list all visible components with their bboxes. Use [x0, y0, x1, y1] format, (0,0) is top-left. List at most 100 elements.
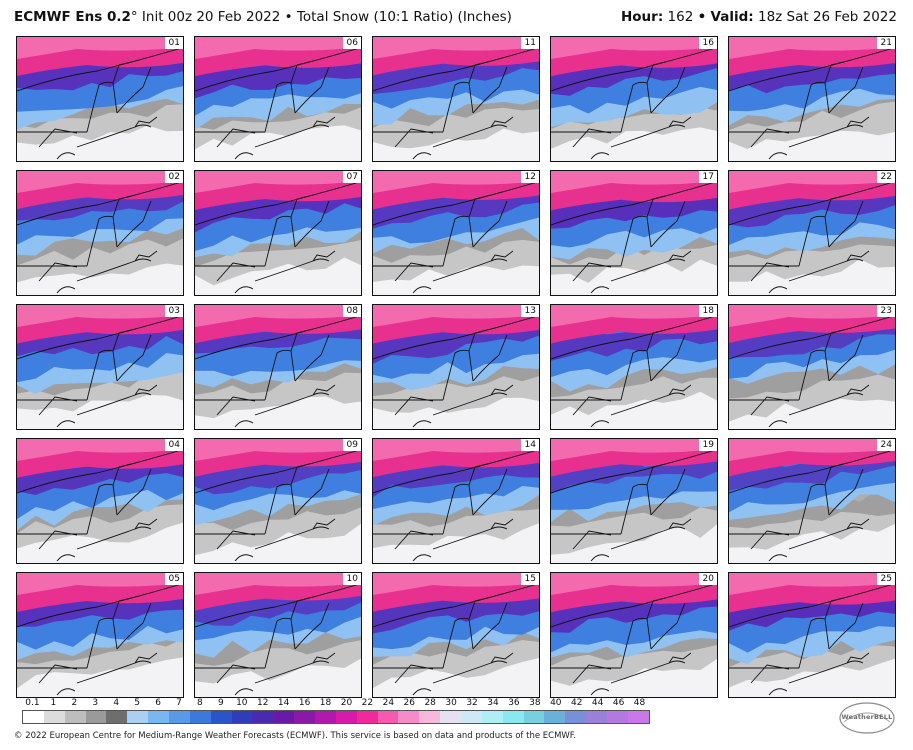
- snowfall-map: [195, 439, 361, 563]
- member-number: 23: [876, 305, 895, 317]
- member-number: 18: [698, 305, 717, 317]
- colorbar-swatch: [189, 711, 211, 723]
- legend-tick: 10: [236, 698, 248, 708]
- colorbar-swatch: [377, 711, 399, 723]
- logo-mark-icon: [839, 702, 895, 734]
- snowfall-colorbar: [22, 710, 650, 724]
- snowfall-map: [195, 171, 361, 295]
- legend-tick: 5: [134, 698, 140, 708]
- ensemble-member-panel: 12: [372, 170, 540, 296]
- ensemble-member-panel: 06: [194, 36, 362, 162]
- ensemble-member-panel: 15: [372, 572, 540, 698]
- colorbar-swatch: [169, 711, 190, 723]
- member-number: 14: [520, 439, 539, 451]
- legend-tick: 9: [217, 698, 224, 708]
- colorbar-swatch: [23, 711, 44, 723]
- colorbar-swatch: [419, 711, 441, 723]
- legend-tick: 40: [550, 698, 562, 708]
- colorbar-swatch: [294, 711, 316, 723]
- snowfall-map: [17, 573, 183, 697]
- legend-tick: 3: [92, 698, 99, 708]
- legend-tick: 6: [155, 698, 161, 708]
- ensemble-member-grid: 01 06 11 16 21 02 07 12 17 22 03 08 13 18 23 04 09 14 19 24…: [16, 36, 896, 698]
- member-number: 12: [520, 171, 539, 183]
- snowfall-map: [373, 439, 539, 563]
- snowfall-map: [551, 439, 717, 563]
- member-number: 06: [342, 37, 361, 49]
- member-number: 13: [520, 305, 539, 317]
- legend-tick: 2: [71, 698, 78, 708]
- legend-tick: 30: [445, 698, 457, 708]
- init-time: Init 00z 20 Feb 2022: [141, 9, 281, 25]
- legend-tick: 36: [508, 698, 520, 708]
- legend-tick: 1: [50, 698, 57, 708]
- legend-tick: 20: [340, 698, 353, 708]
- legend-tick: 16: [298, 698, 311, 708]
- legend-tick: 38: [529, 698, 541, 708]
- colorbar-swatch: [64, 711, 86, 723]
- colorbar-swatch: [523, 711, 545, 723]
- member-number: 07: [342, 171, 361, 183]
- ensemble-member-panel: 18: [550, 304, 718, 430]
- colorbar-swatch: [273, 711, 295, 723]
- ensemble-member-panel: 02: [16, 170, 184, 296]
- snowfall-map: [17, 171, 183, 295]
- legend-tick: 8: [197, 698, 203, 708]
- legend-tick: 48: [633, 698, 646, 708]
- copyright-footer: © 2022 European Centre for Medium-Range …: [14, 731, 577, 741]
- ensemble-member-panel: 10: [194, 572, 362, 698]
- member-number: 15: [520, 573, 539, 585]
- colorbar-swatch: [398, 711, 420, 723]
- title-bullet: •: [284, 9, 293, 25]
- ensemble-member-panel: 22: [728, 170, 896, 296]
- snowfall-map: [551, 305, 717, 429]
- colorbar-swatch: [148, 711, 170, 723]
- map-title: ECMWF Ens 0.2° Init 00z 20 Feb 2022 • To…: [14, 9, 512, 25]
- ensemble-member-panel: 01: [16, 36, 184, 162]
- ensemble-member-panel: 19: [550, 438, 718, 564]
- member-number: 20: [698, 573, 717, 585]
- snowfall-map: [17, 37, 183, 161]
- colorbar-swatch: [127, 711, 149, 723]
- member-number: 10: [342, 573, 361, 585]
- ensemble-member-panel: 14: [372, 438, 540, 564]
- legend-tick: 32: [466, 698, 478, 708]
- colorbar-swatch: [440, 711, 462, 723]
- colorbar-swatch: [544, 711, 566, 723]
- legend-tick: 7: [176, 698, 182, 708]
- legend-tick: 44: [591, 698, 604, 708]
- ensemble-member-panel: 05: [16, 572, 184, 698]
- legend-tick: 4: [113, 698, 120, 708]
- ensemble-member-panel: 24: [728, 438, 896, 564]
- weatherbell-logo: WeatherBELL: [838, 700, 896, 736]
- legend-tick: 18: [319, 698, 332, 708]
- member-number: 01: [164, 37, 183, 49]
- colorbar-swatch: [210, 711, 232, 723]
- member-number: 08: [342, 305, 361, 317]
- ensemble-member-panel: 04: [16, 438, 184, 564]
- snowfall-map: [373, 573, 539, 697]
- logo-text: WeatherBELL: [841, 713, 893, 721]
- ensemble-member-panel: 13: [372, 304, 540, 430]
- colorbar-swatch: [586, 711, 608, 723]
- legend-tick: 14: [277, 698, 290, 708]
- member-number: 02: [164, 171, 183, 183]
- legend-tick: 12: [256, 698, 269, 708]
- member-number: 04: [164, 439, 183, 451]
- ensemble-member-panel: 17: [550, 170, 718, 296]
- member-number: 16: [698, 37, 717, 49]
- member-number: 03: [164, 305, 183, 317]
- legend-tick-labels: 0.1 1 2 3 4 5 6 7 8 9 10 12 14 16 18 20 22 24 26 28 30 32 34 36…: [22, 698, 650, 710]
- colorbar-swatch: [85, 711, 107, 723]
- legend-tick: 28: [424, 698, 436, 708]
- forecast-time: Hour: 162 • Valid: 18z Sat 26 Feb 2022: [621, 9, 897, 25]
- member-number: 19: [698, 439, 717, 451]
- snowfall-map: [729, 37, 895, 161]
- product-name: Total Snow (10:1 Ratio) (Inches): [296, 9, 512, 25]
- ensemble-member-panel: 20: [550, 572, 718, 698]
- snowfall-map: [729, 171, 895, 295]
- colorbar-swatch: [231, 711, 253, 723]
- colorbar-swatch: [356, 711, 378, 723]
- ensemble-member-panel: 23: [728, 304, 896, 430]
- member-number: 17: [698, 171, 717, 183]
